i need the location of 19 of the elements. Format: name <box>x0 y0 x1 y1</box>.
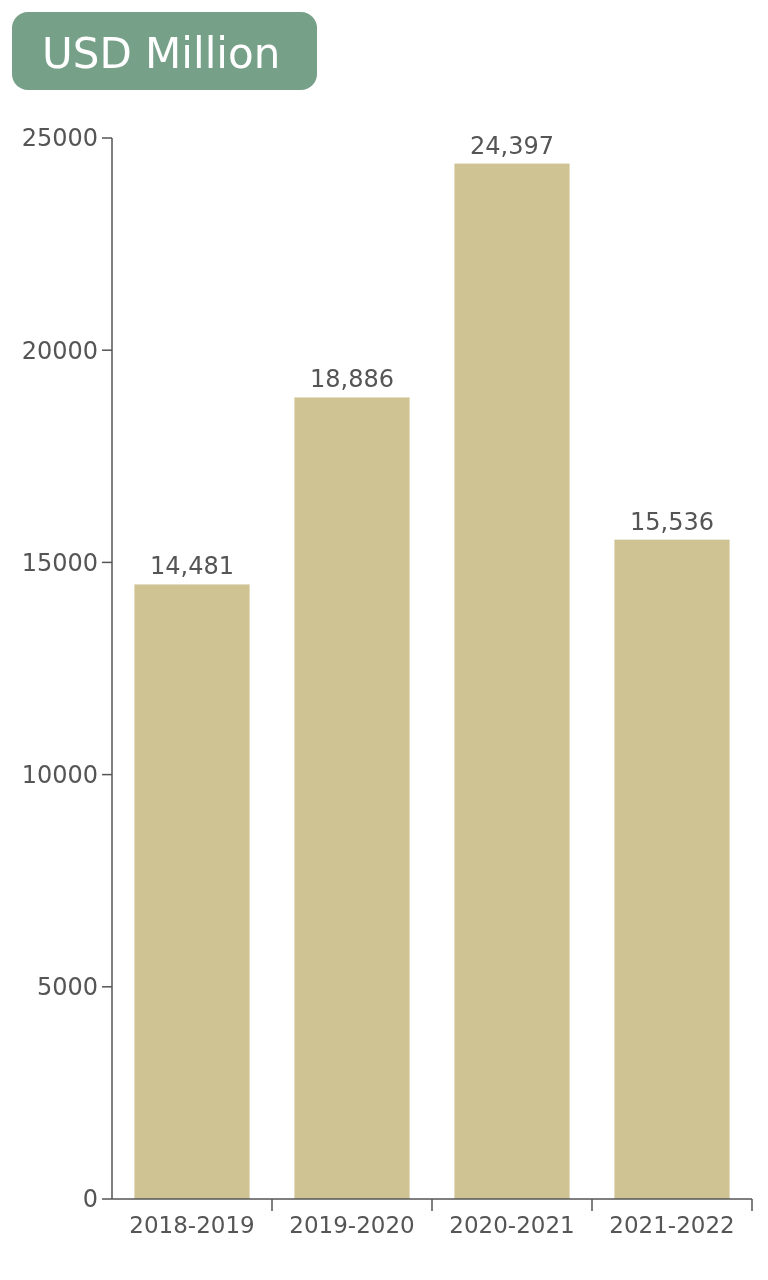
y-tick-label: 10000 <box>21 761 98 789</box>
bar <box>454 163 570 1199</box>
data-label: 18,886 <box>310 365 394 394</box>
y-tick-label: 20000 <box>21 336 98 365</box>
data-label: 24,397 <box>470 131 554 160</box>
x-tick-label: 2020-2021 <box>449 1212 575 1238</box>
x-tick-label: 2018-2019 <box>129 1212 255 1238</box>
bar <box>294 397 410 1199</box>
bar <box>614 539 730 1199</box>
y-tick-label: 5000 <box>36 973 98 1002</box>
x-tick-label: 2021-2022 <box>609 1212 735 1238</box>
data-label: 14,481 <box>150 552 234 581</box>
bar <box>134 584 250 1199</box>
y-tick-label: 15000 <box>21 548 98 577</box>
y-tick-label: 0 <box>82 1185 98 1214</box>
y-tick-label: 25000 <box>21 124 98 153</box>
chart-title: USD Million <box>42 29 281 78</box>
data-label: 15,536 <box>630 507 714 536</box>
x-tick-label: 2019-2020 <box>289 1212 415 1238</box>
